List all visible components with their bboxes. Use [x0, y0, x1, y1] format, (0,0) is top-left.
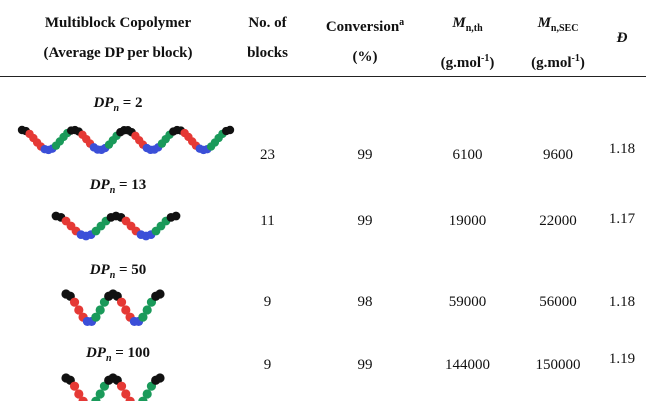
dp-symbol: DP — [89, 177, 110, 193]
dp-symbol: DP — [89, 262, 110, 278]
header-unit: (g.mol — [531, 55, 572, 71]
dp-label: DPn = 100 — [0, 345, 236, 364]
header-text: (%) — [352, 49, 378, 65]
bead — [69, 381, 80, 391]
cell: 99 — [357, 357, 373, 373]
cell: 1.18 — [608, 294, 636, 310]
header-unit: (g.mol — [440, 55, 482, 71]
header-cell: No. of blocks — [230, 8, 305, 68]
bead — [116, 381, 127, 391]
header-sup: -1 — [481, 53, 490, 64]
dp-sub: n — [109, 270, 116, 281]
cell: 9 — [263, 294, 272, 310]
bead — [74, 305, 84, 315]
bead — [121, 389, 131, 399]
cell: 1.17 — [608, 211, 636, 227]
header-text: Conversion — [325, 19, 400, 35]
header-sup: a — [399, 17, 405, 28]
cell: 19000 — [448, 213, 487, 229]
header-text: blocks — [247, 45, 288, 61]
header-unit: ) — [579, 55, 585, 71]
cell: 144000 — [445, 357, 490, 373]
dp-label: DPn = 50 — [0, 262, 236, 281]
header-cell: Mn,th (g.mol-1) — [420, 8, 515, 78]
header-symbol: M — [537, 15, 551, 31]
bead — [74, 389, 84, 399]
dp-sub: n — [105, 353, 112, 364]
bead — [155, 289, 165, 299]
cell: 99 — [357, 147, 373, 163]
cell: 98 — [357, 294, 373, 310]
header-text: Multiblock Copolymer — [44, 15, 192, 31]
cell: 99 — [357, 213, 373, 229]
cell: 9 — [263, 357, 272, 373]
bead — [155, 373, 165, 383]
dp-label: DPn = 2 — [0, 95, 236, 114]
cell: 150000 — [535, 357, 581, 373]
bead — [95, 389, 105, 399]
header-sub: n,th — [465, 23, 483, 34]
dp-text: = 13 — [119, 177, 147, 193]
bead — [142, 389, 152, 399]
header-symbol: M — [452, 15, 466, 31]
header-sub: n,SEC — [550, 23, 579, 34]
dp-text: = 50 — [119, 262, 147, 278]
dp-label: DPn = 13 — [0, 177, 236, 196]
dp-text: = 100 — [115, 345, 151, 361]
cell: 22000 — [539, 213, 577, 229]
bead — [225, 125, 235, 135]
dp-symbol: DP — [85, 345, 106, 361]
dp-symbol: DP — [93, 95, 114, 111]
header-cell: Đ — [604, 23, 640, 53]
bead — [116, 297, 127, 307]
bead — [125, 396, 135, 401]
bead — [69, 297, 80, 307]
bead — [95, 305, 105, 315]
cell: 11 — [260, 213, 275, 229]
dp-sub: n — [113, 103, 119, 114]
cell: 6100 — [452, 147, 483, 163]
dp-sub: n — [109, 185, 116, 196]
header-text: (Average DP per block) — [43, 45, 193, 61]
header-text: No. of — [248, 15, 287, 31]
dp-text: = 2 — [122, 95, 143, 111]
header-unit: ) — [489, 55, 495, 71]
bead — [171, 211, 181, 221]
bead — [138, 312, 148, 322]
header-cell: Conversiona (%) — [310, 8, 420, 72]
bead — [78, 396, 88, 401]
header-cell: Mn,SEC (g.mol-1) — [512, 8, 604, 78]
header-cell: Multiblock Copolymer (Average DP per blo… — [0, 8, 236, 68]
header-symbol: Đ — [616, 30, 628, 46]
bead — [91, 312, 101, 322]
cell: 9600 — [543, 147, 573, 163]
header-sup: -1 — [571, 53, 580, 64]
cell: 1.19 — [608, 351, 636, 367]
header-rule — [0, 76, 646, 77]
bead — [121, 305, 131, 315]
cell: 23 — [260, 147, 275, 163]
bead — [142, 305, 152, 315]
cell: 56000 — [539, 294, 577, 310]
cell: 59000 — [448, 294, 487, 310]
cell: 1.18 — [608, 141, 636, 157]
